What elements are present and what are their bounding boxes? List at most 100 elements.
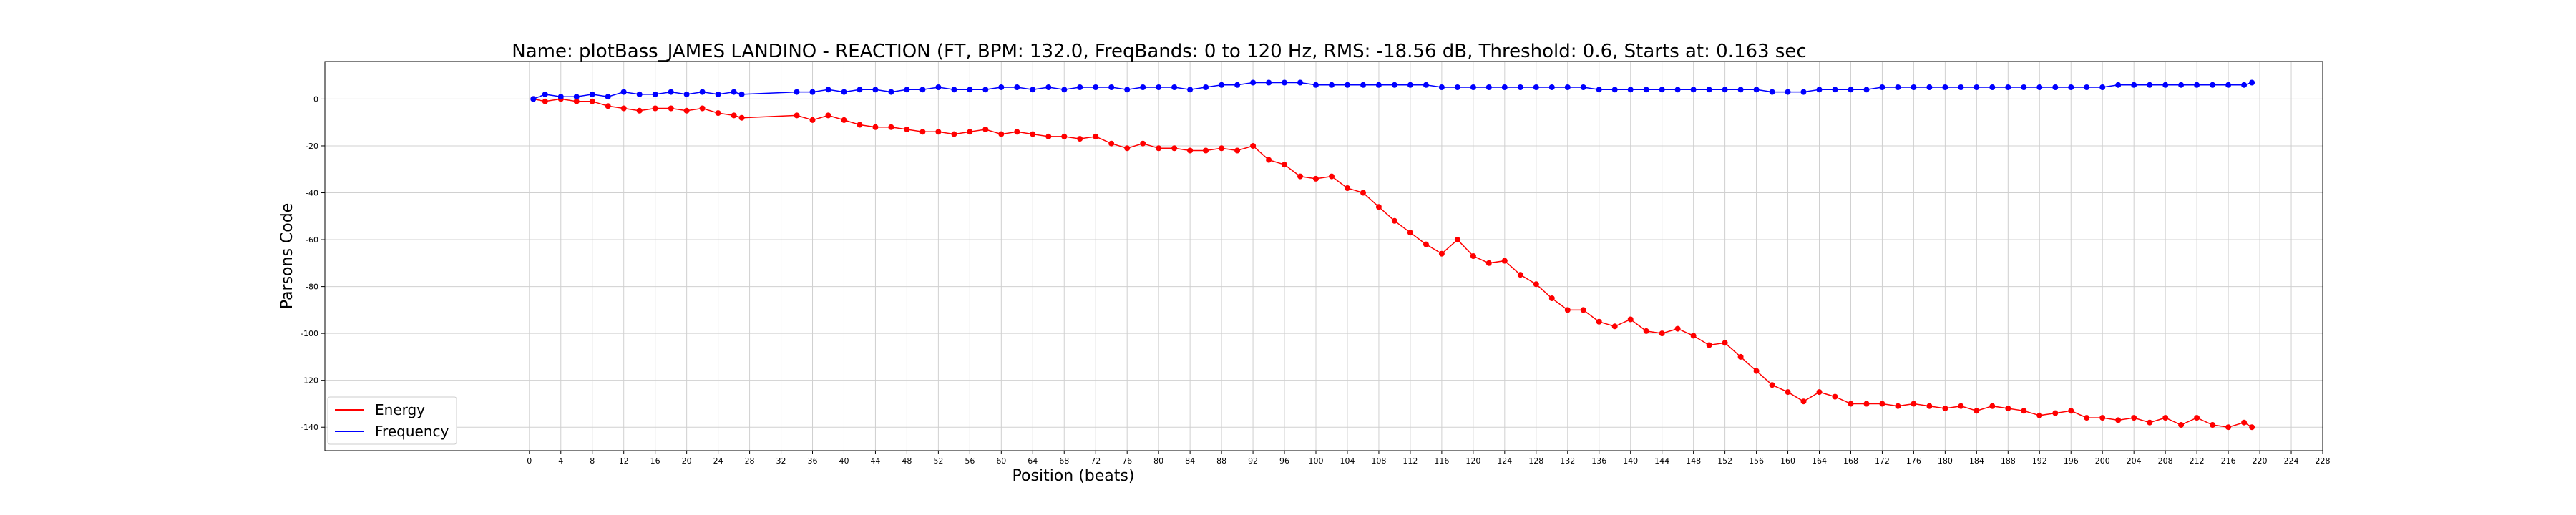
point-energy — [2147, 419, 2153, 426]
point-frequency — [1266, 79, 1272, 86]
point-frequency — [1989, 84, 1996, 90]
point-energy — [857, 122, 863, 128]
point-frequency — [1203, 84, 1209, 90]
point-energy — [2162, 415, 2169, 421]
point-frequency — [1958, 84, 1964, 90]
x-tick-label: 208 — [2158, 456, 2173, 466]
point-energy — [1124, 145, 1131, 152]
point-energy — [2099, 415, 2106, 421]
x-tick-label: 132 — [1560, 456, 1575, 466]
point-frequency — [2068, 84, 2074, 90]
point-energy — [1863, 401, 1870, 407]
point-frequency — [1407, 82, 1413, 88]
point-frequency — [683, 91, 690, 97]
point-energy — [841, 117, 847, 123]
point-frequency — [1014, 84, 1020, 90]
point-energy — [1250, 143, 1257, 149]
x-tick-label: 84 — [1185, 456, 1195, 466]
point-frequency — [636, 91, 643, 97]
point-energy — [1297, 173, 1303, 180]
x-tick-label: 212 — [2190, 456, 2205, 466]
point-frequency — [1737, 87, 1744, 93]
x-tick-label: 156 — [1749, 456, 1764, 466]
point-frequency — [841, 89, 847, 95]
point-energy — [2194, 415, 2200, 421]
x-tick-label: 224 — [2284, 456, 2299, 466]
point-frequency — [1375, 82, 1382, 88]
point-energy — [1895, 403, 1901, 409]
point-frequency — [1156, 84, 1162, 90]
point-frequency — [2084, 84, 2090, 90]
point-energy — [904, 127, 910, 132]
point-energy — [1093, 133, 1099, 139]
point-frequency — [1879, 84, 1885, 90]
point-energy — [1407, 230, 1413, 236]
x-tick-label: 148 — [1686, 456, 1701, 466]
x-tick-label: 72 — [1091, 456, 1101, 466]
point-frequency — [2036, 84, 2043, 90]
point-frequency — [1863, 87, 1870, 93]
point-energy — [2210, 422, 2216, 428]
point-energy — [605, 103, 611, 109]
point-frequency — [2115, 82, 2122, 88]
point-energy — [1313, 175, 1319, 182]
x-tick-label: 36 — [808, 456, 818, 466]
x-tick-label: 196 — [2064, 456, 2079, 466]
point-energy — [1942, 406, 1948, 411]
point-energy — [1643, 328, 1649, 334]
point-frequency — [1611, 87, 1618, 93]
point-energy — [1282, 162, 1287, 168]
x-tick-label: 8 — [590, 456, 595, 466]
point-energy — [2131, 415, 2137, 421]
point-energy — [1219, 145, 1225, 152]
x-tick-label: 40 — [839, 456, 849, 466]
x-axis: 0 4 8 12 16 20 24 28 32 36 40 44 48 52 56 60 64 68 72 76 80 8… — [527, 451, 2331, 466]
point-energy — [1470, 253, 1476, 259]
point-frequency — [1282, 79, 1287, 86]
x-tick-label: 52 — [933, 456, 943, 466]
point-energy — [1627, 316, 1634, 323]
point-energy — [1187, 147, 1194, 154]
point-energy — [589, 98, 595, 104]
point-energy — [1045, 133, 1052, 139]
point-frequency — [1832, 87, 1838, 93]
x-tick-label: 192 — [2032, 456, 2047, 466]
x-tick-label: 92 — [1248, 456, 1258, 466]
point-frequency — [1942, 84, 1948, 90]
point-frequency — [809, 89, 816, 95]
point-energy — [1580, 307, 1586, 313]
point-frequency — [1706, 87, 1712, 93]
x-tick-label: 64 — [1028, 456, 1038, 466]
x-tick-label: 124 — [1497, 456, 1512, 466]
point-frequency — [557, 94, 564, 100]
point-energy — [1266, 157, 1272, 163]
x-tick-label: 68 — [1059, 456, 1069, 466]
series-layer — [530, 79, 2255, 431]
x-tick-label: 100 — [1309, 456, 1324, 466]
point-frequency — [1627, 87, 1634, 93]
point-frequency — [1564, 84, 1571, 90]
point-frequency — [1501, 84, 1508, 90]
x-tick-label: 180 — [1938, 456, 1953, 466]
point-frequency — [1093, 84, 1099, 90]
point-frequency — [2241, 82, 2248, 88]
x-tick-label: 108 — [1371, 456, 1386, 466]
point-frequency — [1517, 84, 1523, 90]
x-tick-label: 184 — [1969, 456, 1984, 466]
point-frequency — [2249, 79, 2255, 86]
point-frequency — [1485, 84, 1492, 90]
point-frequency — [825, 87, 831, 93]
x-tick-label: 28 — [745, 456, 755, 466]
point-energy — [2084, 415, 2090, 421]
x-tick-label: 116 — [1434, 456, 1449, 466]
point-frequency — [652, 91, 658, 97]
legend: Energy Frequency — [327, 396, 457, 445]
point-energy — [1061, 133, 1068, 139]
x-tick-label: 220 — [2253, 456, 2268, 466]
point-frequency — [935, 84, 942, 90]
point-energy — [542, 98, 548, 104]
point-frequency — [1187, 87, 1194, 93]
x-tick-label: 200 — [2095, 456, 2110, 466]
point-energy — [738, 114, 745, 121]
x-tick-label: 60 — [996, 456, 1006, 466]
